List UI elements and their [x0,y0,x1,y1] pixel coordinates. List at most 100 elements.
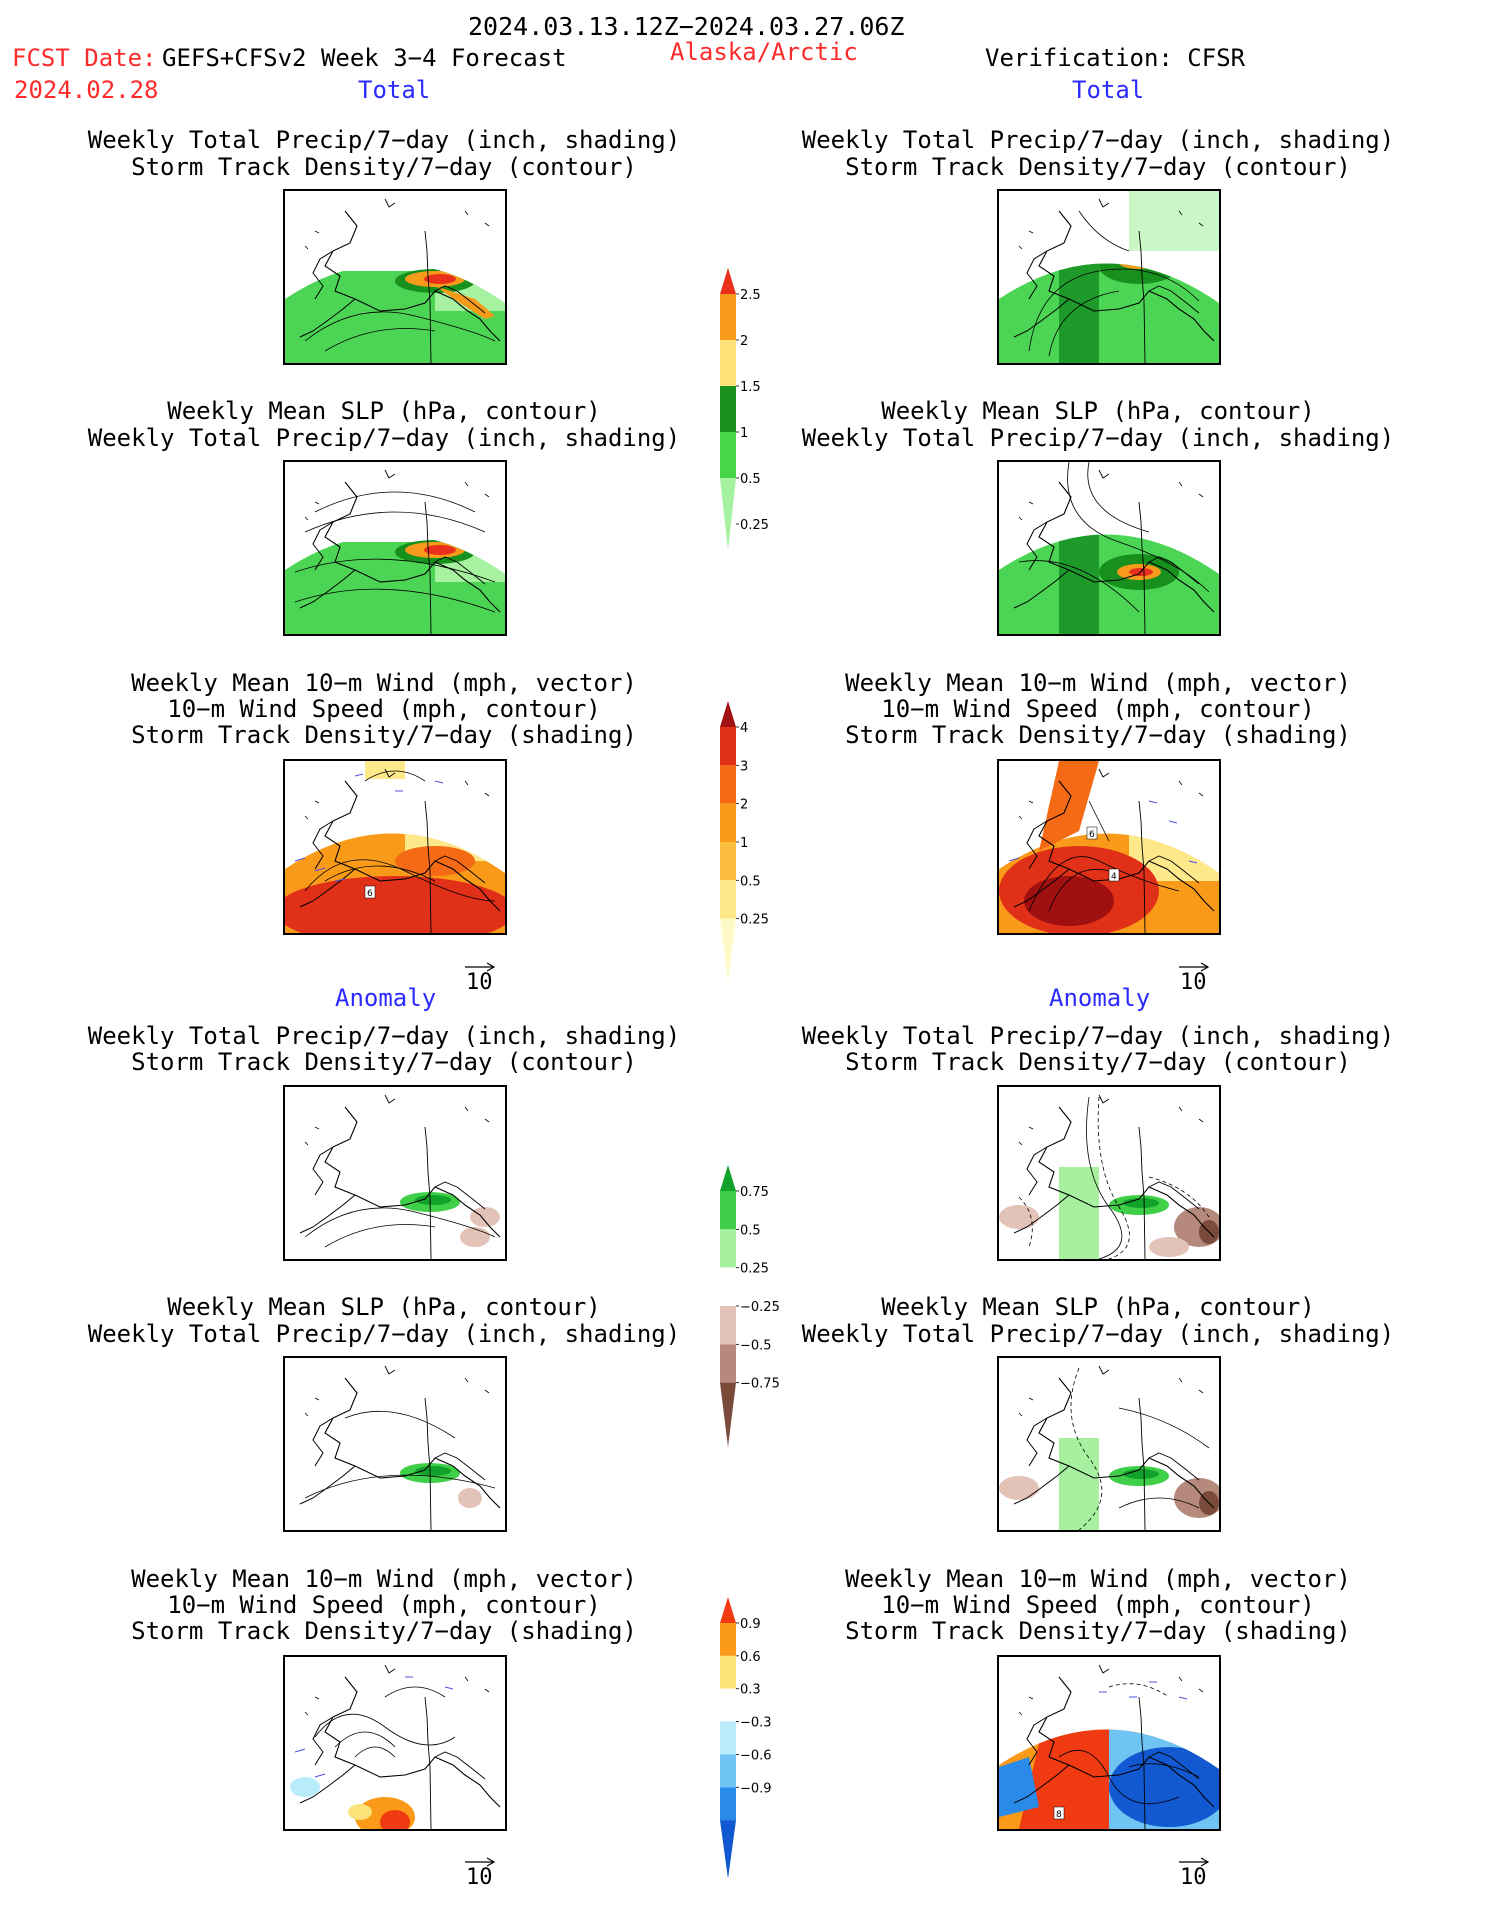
colorbar-label: 1 [740,836,748,851]
colorbar-segment [720,1688,736,1722]
colorbar-segment [720,1655,736,1689]
colorbar-top-triangle [720,1165,736,1191]
colorbar-label: 0.5 [740,1223,761,1238]
section-anomaly-right: Anomaly [1049,984,1151,1012]
vector-reference-total-right [1177,955,1211,980]
title-total-wind-right-1: Weekly Mean 10−m Wind (mph, vector) [845,669,1351,697]
colorbar-label: 2.5 [740,288,761,303]
title-total-precip-left-2: Storm Track Density/7−day (contour) [131,153,637,181]
colorbar-segment [720,803,736,842]
title-total-wind-left-3: Storm Track Density/7−day (shading) [131,721,637,749]
title-anom-wind-left-2: 10−m Wind Speed (mph, contour) [167,1591,601,1619]
colorbar-segment [720,880,736,919]
colorbar-label: −0.9 [740,1781,772,1796]
colorbar-segment [720,432,736,478]
colorbar-label: 0.75 [740,1185,769,1200]
colorbar-bottom-triangle [720,1382,736,1447]
colorbar-bottom-triangle [720,918,736,983]
colorbar-segment [720,1191,736,1230]
colorbar-label: 4 [740,721,748,736]
colorbar-precip-anom: 0.75 0.5 0.25 −0.25 −0.5 −0.75 [718,1165,798,1447]
title-total-precip-left-1: Weekly Total Precip/7−day (inch, shading… [87,126,681,154]
colorbar-segment [720,1344,736,1383]
title-total-slp-left-1: Weekly Mean SLP (hPa, contour) [167,397,601,425]
date-range: 2024.03.13.12Z−2024.03.27.06Z [468,12,905,41]
colorbar-segment [720,1721,736,1755]
colorbar-segment [720,765,736,804]
colorbar-label: 0.5 [740,472,761,487]
map-anom-precip-track-verification [997,1085,1221,1261]
title-total-wind-left-1: Weekly Mean 10−m Wind (mph, vector) [131,669,637,697]
title-anom-slp-left-1: Weekly Mean SLP (hPa, contour) [167,1293,601,1321]
colorbar-segment [720,1267,736,1306]
svg-text:6: 6 [367,889,373,899]
colorbar-label: 1.5 [740,380,761,395]
title-total-slp-right-1: Weekly Mean SLP (hPa, contour) [881,397,1315,425]
colorbar-label: 0.5 [740,874,761,889]
vector-reference-total-left [463,955,497,980]
region-label: Alaska/Arctic [670,38,858,66]
title-anom-slp-right-2: Weekly Total Precip/7−day (inch, shading… [801,1320,1395,1348]
colorbar-segment [720,842,736,881]
colorbar-segment [720,1754,736,1788]
colorbar-label: 2 [740,798,748,813]
colorbar-track-anom: 0.9 0.6 0.3 −0.3 −0.6 −0.9 [718,1597,798,1879]
vector-reference-anom-left [463,1850,497,1875]
map-total-wind-track-forecast: 6 [283,759,507,935]
colorbar-segment [720,340,736,386]
colorbar-label: 1 [740,426,748,441]
colorbar-label: −0.5 [740,1338,772,1353]
verification-label: Verification: CFSR [985,44,1246,72]
map-total-precip-track-forecast [283,189,507,365]
colorbar-label: 3 [740,759,748,774]
colorbar-top-triangle [720,268,736,294]
map-anom-wind-track-verification: 8 [997,1655,1221,1831]
title-anom-precip-right-2: Storm Track Density/7−day (contour) [845,1048,1351,1076]
title-total-slp-right-2: Weekly Total Precip/7−day (inch, shading… [801,424,1395,452]
colorbar-top-triangle [720,701,736,727]
title-total-wind-right-3: Storm Track Density/7−day (shading) [845,721,1351,749]
colorbar-label: 0.25 [740,518,769,533]
vector-reference-label-total-right: 10 [1180,970,1207,995]
colorbar-segment [720,1623,736,1656]
map-anom-wind-track-forecast [283,1655,507,1831]
colorbar-segment [720,1787,736,1821]
title-total-wind-left-2: 10−m Wind Speed (mph, contour) [167,695,601,723]
title-total-wind-right-2: 10−m Wind Speed (mph, contour) [881,695,1315,723]
colorbar-label: 0.25 [740,1262,769,1277]
map-anom-slp-precip-forecast [283,1356,507,1532]
colorbar-label: 0.6 [740,1650,761,1665]
title-anom-slp-left-2: Weekly Total Precip/7−day (inch, shading… [87,1320,681,1348]
vector-reference-label-anom-left: 10 [466,1865,493,1890]
title-anom-precip-left-1: Weekly Total Precip/7−day (inch, shading… [87,1022,681,1050]
colorbar-label: −0.25 [740,1300,780,1315]
section-total-left: Total [358,76,431,104]
title-anom-precip-right-1: Weekly Total Precip/7−day (inch, shading… [801,1022,1395,1050]
section-total-right: Total [1072,76,1145,104]
title-total-precip-right-1: Weekly Total Precip/7−day (inch, shading… [801,126,1395,154]
title-anom-slp-right-1: Weekly Mean SLP (hPa, contour) [881,1293,1315,1321]
map-total-slp-precip-forecast [283,460,507,636]
title-anom-precip-left-2: Storm Track Density/7−day (contour) [131,1048,637,1076]
title-anom-wind-left-3: Storm Track Density/7−day (shading) [131,1617,637,1645]
vector-reference-label-total-left: 10 [466,970,493,995]
colorbar-label: −0.6 [740,1748,772,1763]
title-total-slp-left-2: Weekly Total Precip/7−day (inch, shading… [87,424,681,452]
svg-text:6: 6 [1089,830,1095,840]
svg-text:8: 8 [1056,1810,1062,1820]
map-total-wind-track-verification: 6 4 [997,759,1221,935]
colorbar-segment [720,1306,736,1345]
title-anom-wind-left-1: Weekly Mean 10−m Wind (mph, vector) [131,1565,637,1593]
colorbar-label: −0.3 [740,1716,772,1731]
title-total-precip-right-2: Storm Track Density/7−day (contour) [845,153,1351,181]
colorbar-segment [720,1229,736,1268]
map-anom-slp-precip-verification [997,1356,1221,1532]
colorbar-svg: 0.9 0.6 0.3 −0.3 −0.6 −0.9 [720,1597,772,1879]
colorbar-label: 0.9 [740,1617,761,1632]
map-anom-precip-track-forecast [283,1085,507,1261]
vector-reference-anom-right [1177,1850,1211,1875]
vector-reference-label-anom-right: 10 [1180,1865,1207,1890]
colorbar-bottom-triangle [720,478,736,550]
colorbar-top-triangle [720,1597,736,1623]
colorbar-track-total: 4 3 2 1 0.5 0.25 [718,701,798,983]
